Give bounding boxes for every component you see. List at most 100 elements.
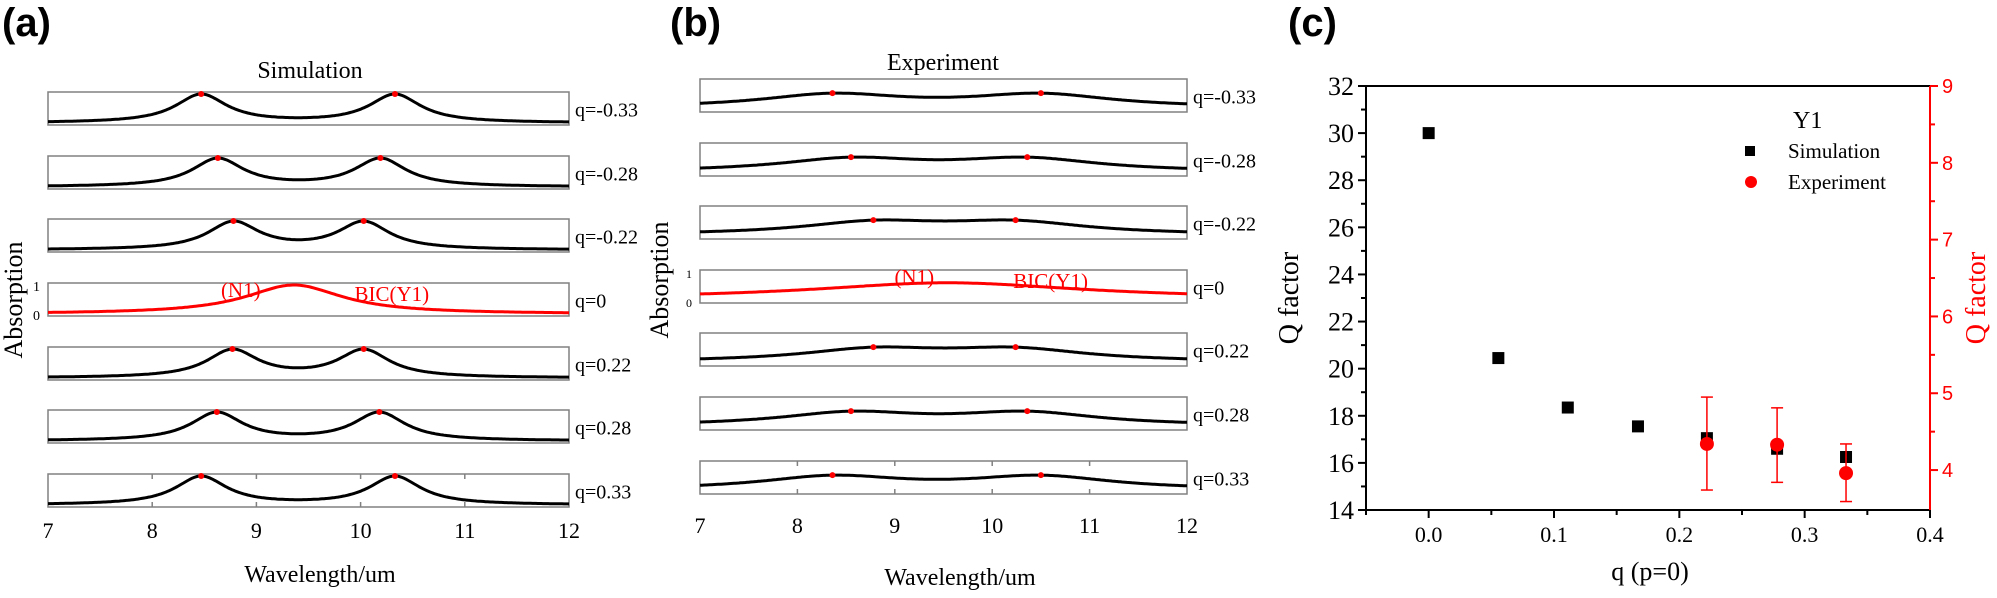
experiment-point bbox=[1699, 436, 1714, 451]
subplot-q-0-22: q=0.22 bbox=[699, 332, 1249, 367]
subplot-q-0-28: q=0.28 bbox=[699, 396, 1249, 431]
row-label: q=-0.28 bbox=[575, 164, 638, 186]
panel-b-experiment: Experiment Wavelength/um Absorption q=-0… bbox=[645, 50, 1256, 591]
annotation-n1: (N1) bbox=[221, 278, 261, 302]
spectrum-line bbox=[48, 156, 569, 188]
x-tick-label: 7 bbox=[43, 518, 54, 543]
subplot-frame bbox=[47, 346, 570, 381]
spectrum-line bbox=[699, 91, 1187, 106]
subplot-q-0-28: q=-0.28 bbox=[47, 155, 638, 190]
peak-marker bbox=[870, 344, 877, 351]
spectrum-line bbox=[700, 281, 1187, 296]
x-tick-label: 7 bbox=[695, 513, 706, 538]
peak-marker bbox=[360, 218, 367, 224]
legend-experiment-label: Experiment bbox=[1788, 170, 1886, 194]
x-tick-label: 0.0 bbox=[1415, 522, 1443, 547]
row-label: q=0.33 bbox=[1193, 469, 1249, 491]
spectrum-line bbox=[48, 474, 569, 506]
subplot-frame bbox=[699, 142, 1188, 177]
simulation-point bbox=[1422, 127, 1435, 140]
subplot-frame bbox=[699, 396, 1188, 431]
subplot-frame bbox=[47, 155, 570, 190]
legend-title: Y1 bbox=[1793, 108, 1822, 134]
peak-marker bbox=[829, 472, 836, 479]
y-tick-label: 1 bbox=[33, 280, 40, 295]
x-tick-label: 11 bbox=[454, 518, 475, 543]
y-tick-label-right: 7 bbox=[1942, 230, 1953, 252]
x-tick-label: 10 bbox=[981, 513, 1003, 538]
peak-marker bbox=[360, 346, 367, 352]
panel-label-b: (b) bbox=[670, 1, 721, 45]
peak-marker bbox=[230, 218, 237, 224]
panel-b-title: Experiment bbox=[887, 50, 999, 76]
experiment-point bbox=[1839, 466, 1854, 481]
y-tick-label-left: 32 bbox=[1328, 72, 1354, 101]
peak-marker bbox=[376, 409, 383, 415]
y-tick-label-left: 16 bbox=[1328, 449, 1354, 478]
spectrum-line bbox=[700, 409, 1187, 424]
row-label: q=-0.33 bbox=[575, 100, 638, 122]
peak-marker bbox=[829, 90, 836, 97]
annotation-bic-y1: BIC(Y1) bbox=[355, 282, 430, 306]
subplot-q-0-28: q=0.28 bbox=[47, 409, 631, 444]
y-tick-label-left: 30 bbox=[1328, 119, 1354, 148]
legend-experiment-marker bbox=[1745, 176, 1757, 188]
y-tick-label-left: 24 bbox=[1328, 260, 1354, 289]
subplot-frame bbox=[47, 409, 570, 444]
y-tick-label-left: 26 bbox=[1328, 213, 1354, 242]
panel-b-ylabel: Absorption bbox=[645, 222, 674, 339]
y-tick-label-right: 9 bbox=[1942, 76, 1953, 98]
subplot-frame bbox=[47, 282, 570, 317]
peak-marker bbox=[229, 346, 236, 352]
y-tick-label-left: 18 bbox=[1328, 402, 1354, 431]
peak-marker bbox=[847, 154, 854, 161]
peak-marker bbox=[1037, 90, 1044, 97]
peak-marker bbox=[870, 217, 877, 224]
x-tick-label: 8 bbox=[147, 518, 158, 543]
annotation-bic-y1: BIC(Y1) bbox=[1013, 269, 1088, 293]
row-label: q=0.22 bbox=[575, 355, 631, 377]
legend-simulation-label: Simulation bbox=[1788, 139, 1881, 163]
experiment-point bbox=[1770, 437, 1785, 452]
peak-marker bbox=[1024, 408, 1031, 415]
row-label: q=-0.33 bbox=[1193, 87, 1256, 109]
peak-marker bbox=[391, 473, 398, 479]
row-label: q=-0.22 bbox=[1193, 214, 1256, 236]
row-label: q=0.33 bbox=[575, 482, 631, 504]
subplot-frame bbox=[47, 473, 570, 508]
x-tick-label: 0.2 bbox=[1666, 522, 1694, 547]
peak-marker bbox=[1012, 344, 1019, 351]
panel-a-title: Simulation bbox=[257, 58, 362, 84]
row-label: q=0 bbox=[1193, 278, 1224, 300]
spectrum-line bbox=[48, 92, 569, 124]
y-tick-label-left: 14 bbox=[1328, 496, 1354, 525]
y-tick-label-right: 6 bbox=[1942, 306, 1953, 328]
legend: Y1 Simulation Experiment bbox=[1745, 108, 1886, 194]
peak-marker bbox=[1012, 217, 1019, 224]
subplot-q-0-33: q=-0.33 bbox=[47, 91, 638, 126]
spectrum-line bbox=[699, 473, 1187, 488]
subplot-q-0-22: q=-0.22 bbox=[699, 205, 1256, 240]
panel-label-a: (a) bbox=[2, 1, 51, 45]
simulation-point bbox=[1561, 401, 1574, 414]
panel-c-ylabel-right: Q factor bbox=[1961, 251, 1992, 344]
peak-marker bbox=[1037, 472, 1044, 479]
row-label: q=0.28 bbox=[575, 418, 631, 440]
spectrum-line bbox=[700, 155, 1187, 170]
panel-c-ylabel-left: Q factor bbox=[1274, 251, 1305, 344]
subplot-frame bbox=[47, 91, 570, 126]
x-tick-label: 10 bbox=[350, 518, 372, 543]
x-tick-label: 12 bbox=[1176, 513, 1198, 538]
y-tick-label-left: 20 bbox=[1328, 355, 1354, 384]
x-tick-label: 9 bbox=[889, 513, 900, 538]
y-tick-label-left: 22 bbox=[1328, 308, 1354, 337]
y-tick-label: 1 bbox=[686, 267, 692, 281]
panel-a-ylabel: Absorption bbox=[0, 242, 28, 359]
simulation-point bbox=[1631, 420, 1644, 433]
peak-marker bbox=[213, 409, 220, 415]
subplot-frame bbox=[699, 332, 1188, 367]
peak-marker bbox=[847, 408, 854, 415]
x-tick-label: 0.1 bbox=[1540, 522, 1568, 547]
spectrum-line bbox=[700, 218, 1187, 234]
